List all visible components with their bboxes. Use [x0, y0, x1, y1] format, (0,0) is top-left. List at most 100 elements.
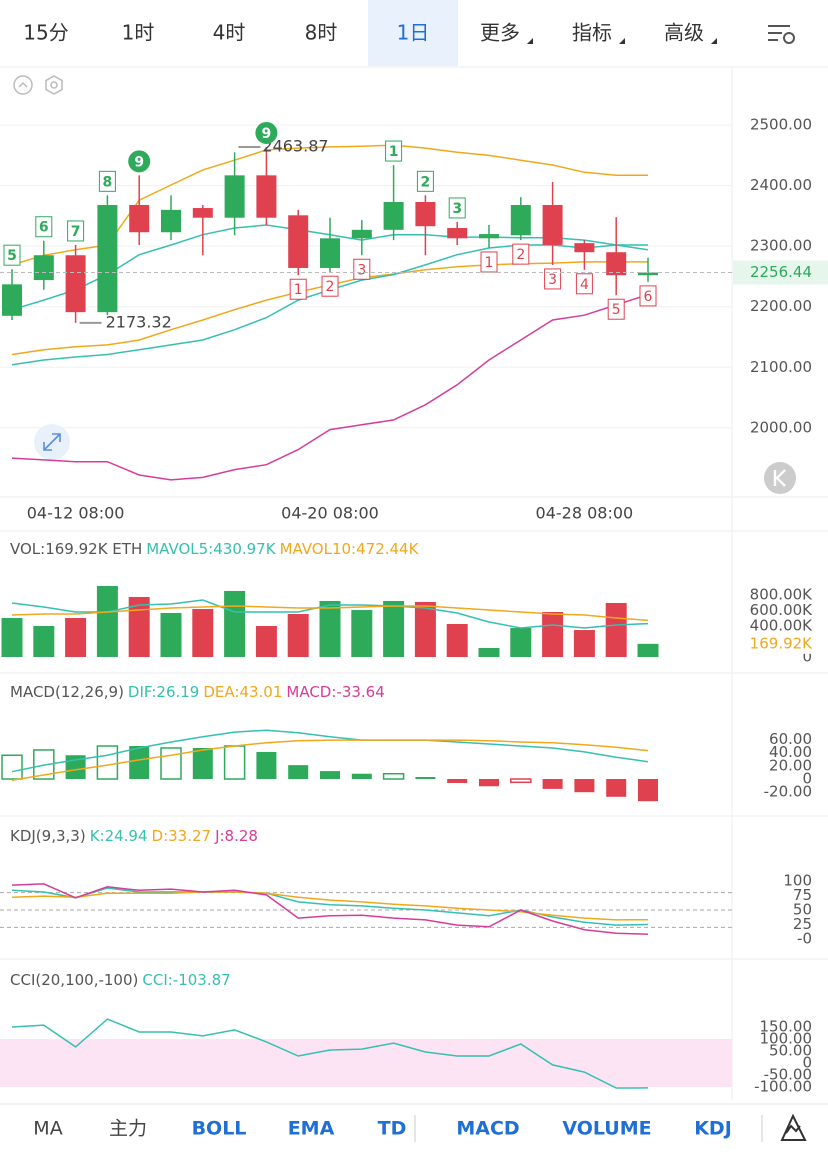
td-box — [353, 258, 371, 280]
volume-bar — [96, 586, 118, 657]
y-tick-label: 0 — [802, 648, 812, 666]
indicator-tab[interactable]: 主力 — [109, 1118, 147, 1140]
candle-body — [574, 243, 595, 253]
collapse-icon[interactable] — [13, 75, 33, 95]
macd-line — [11, 729, 649, 773]
candle-body — [383, 201, 404, 230]
indicator-tab[interactable]: VOLUME — [562, 1118, 651, 1140]
timeframe-tab[interactable]: 4时 — [213, 21, 246, 45]
expand-icon — [43, 433, 61, 451]
y-tick-label: -20.00 — [764, 783, 812, 801]
indicator-tab[interactable]: TD — [378, 1118, 407, 1140]
x-tick-label: 04-28 08:00 — [536, 504, 634, 523]
settings-hex-icon[interactable] — [45, 75, 63, 95]
volume-bar — [160, 612, 182, 657]
td-down-label: 2 — [516, 247, 525, 263]
settings-icon[interactable] — [768, 25, 795, 44]
y-tick-label: 40.00 — [769, 743, 812, 761]
timeframe-tab[interactable]: 15分 — [23, 21, 68, 45]
max-label: 2463.87 — [262, 136, 328, 155]
candle-body — [33, 255, 54, 281]
indicator-line — [11, 891, 649, 921]
volume-bar — [573, 630, 595, 657]
td-box — [67, 220, 85, 242]
histogram-bar — [1, 754, 23, 780]
legend-entry: MAVOL5:430.97K — [146, 540, 276, 558]
histogram-bar — [223, 745, 246, 780]
timeframe-tab[interactable]: 高级 — [664, 21, 704, 45]
td-box — [98, 170, 116, 192]
indicator-tab[interactable]: KDJ — [694, 1118, 732, 1140]
histogram-bar — [415, 777, 436, 779]
histogram-bar — [510, 778, 532, 784]
volume-bar — [605, 602, 627, 657]
last-price-label: 2256.44 — [750, 263, 812, 281]
td-box — [385, 140, 403, 162]
candle-body — [256, 175, 277, 218]
td-up-label: 5 — [7, 248, 17, 264]
icon-stroke — [783, 32, 795, 44]
indicator-tab[interactable]: EMA — [288, 1118, 335, 1140]
td-box — [575, 273, 593, 295]
macd-line — [11, 739, 649, 782]
min-label: 2173.32 — [106, 312, 172, 331]
dropdown-caret — [619, 38, 625, 44]
indicator-tab[interactable]: MACD — [456, 1118, 519, 1140]
histogram-bar — [447, 779, 468, 783]
candle-body — [224, 175, 245, 218]
timeframe-tab[interactable]: 1时 — [122, 21, 155, 45]
timeframe-tab[interactable]: 8时 — [305, 21, 338, 45]
td-up-label: 9 — [262, 126, 272, 142]
td-box — [3, 244, 21, 266]
x-tick-label: 04-20 08:00 — [281, 504, 379, 523]
y-tick-label: 75 — [793, 886, 812, 904]
volume-bar — [383, 600, 405, 657]
legend-entry: K:24.94 — [90, 827, 148, 845]
indicator-tab[interactable]: MA — [33, 1118, 62, 1140]
candle-body — [65, 255, 86, 313]
chart-icons[interactable] — [13, 75, 63, 95]
td-up-label: 1 — [389, 144, 399, 160]
timeframe-tab[interactable]: 更多 — [480, 21, 520, 45]
td-badge — [128, 150, 151, 173]
expand-button[interactable] — [34, 424, 70, 460]
td-box — [289, 278, 307, 300]
td-box — [512, 243, 530, 265]
candle-body — [479, 234, 499, 239]
indicator-header: KDJ(9,3,3) K:24.94 D:33.27 J:8.28 — [10, 827, 258, 845]
back-icon — [773, 469, 786, 487]
back-to-latest-button[interactable] — [764, 462, 796, 494]
volume-bar — [1, 618, 23, 657]
y-tick-label: 400.00K — [750, 617, 813, 635]
dropdown-caret — [711, 38, 717, 44]
volume-bar — [287, 613, 309, 657]
td-down-label: 1 — [485, 255, 494, 271]
td-box — [607, 298, 625, 320]
histogram-bar — [574, 779, 595, 793]
icon-stroke — [50, 81, 58, 89]
y-tick-label: 0 — [802, 1054, 812, 1072]
legend-entry: MACD:-33.64 — [286, 683, 384, 701]
td-box — [544, 268, 562, 290]
timeframe-tab[interactable]: 指标 — [572, 21, 612, 45]
x-tick-label: 04-12 08:00 — [27, 504, 125, 523]
y-tick-label: 100.00 — [760, 1030, 813, 1048]
candle-body — [638, 272, 658, 276]
volume-bar — [319, 600, 341, 657]
y-tick-label: 800.00K — [750, 586, 813, 604]
y-tick-label: 50 — [793, 901, 812, 919]
histogram-bar — [192, 747, 213, 779]
timeframe-tab[interactable]: 1日 — [397, 21, 430, 45]
candle-body — [161, 209, 181, 233]
indicator-tab[interactable]: BOLL — [192, 1118, 247, 1140]
candle-body — [447, 228, 468, 239]
histogram-bar — [382, 772, 405, 780]
histogram-bar — [479, 779, 499, 787]
histogram-bar — [351, 773, 372, 779]
y-tick-label: 2500.00 — [750, 116, 812, 134]
histogram-bar — [96, 745, 119, 780]
td-up-label: 8 — [103, 174, 113, 190]
indicator-label: CCI(20,100,-100) — [10, 971, 138, 989]
drawing-tool-icon[interactable] — [780, 1113, 807, 1141]
